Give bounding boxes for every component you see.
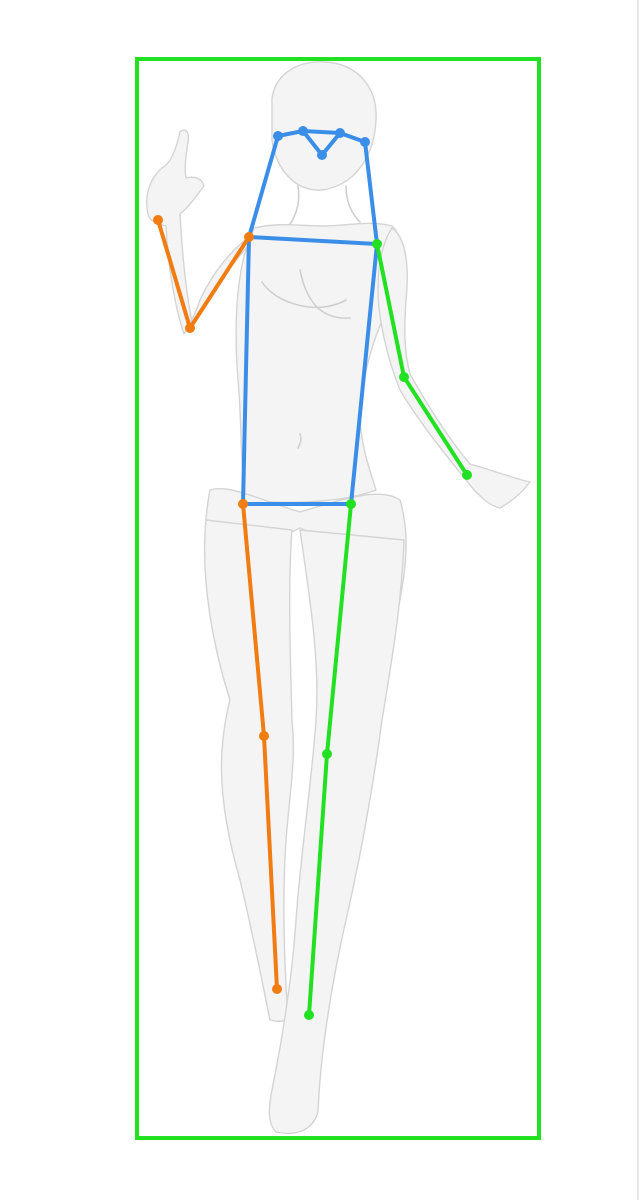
keypoint-right-elbow <box>185 323 195 333</box>
sketch-arm-right <box>146 129 251 335</box>
keypoint-right-eye <box>298 126 308 136</box>
keypoint-right-wrist <box>153 215 163 225</box>
keypoint-nose <box>317 150 327 160</box>
keypoint-left-ankle <box>304 1010 314 1020</box>
sketch-head <box>271 61 377 191</box>
keypoint-left-eye <box>335 128 345 138</box>
sketch-navel <box>297 433 302 449</box>
keypoint-right-shoulder <box>244 232 254 242</box>
bone-eye-bridge <box>301 129 342 135</box>
keypoint-right-ankle <box>272 984 282 994</box>
keypoint-left-ear <box>360 137 370 147</box>
bone-torso-right <box>241 235 251 506</box>
keypoint-left-wrist <box>462 470 472 480</box>
bone-torso-left <box>349 242 379 506</box>
sketch-chest <box>261 269 351 319</box>
keypoint-right-ear <box>273 131 283 141</box>
keypoint-left-shoulder <box>372 239 382 249</box>
sketch-neck <box>289 185 361 225</box>
sketch-mannequin <box>146 61 531 1135</box>
keypoint-left-hip <box>346 499 356 509</box>
keypoint-right-hip <box>238 499 248 509</box>
sketch-leg-left <box>268 529 405 1135</box>
person-bounding-box <box>135 57 541 1140</box>
keypoint-left-elbow <box>399 372 409 382</box>
keypoint-right-knee <box>259 731 269 741</box>
keypoint-left-knee <box>322 749 332 759</box>
bone-ear-shoulder-right <box>247 134 280 239</box>
skeleton-keypoints <box>153 126 472 1020</box>
sketch-leg-right <box>203 519 294 1023</box>
bone-ear-shoulder-left <box>363 140 379 246</box>
bone-shoulders <box>247 235 379 246</box>
